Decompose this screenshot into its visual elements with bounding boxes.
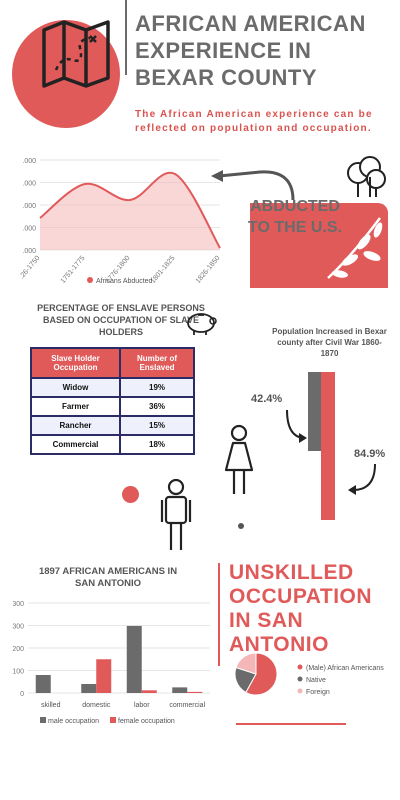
woman-icon — [224, 424, 254, 494]
legend-label: male occupation — [48, 718, 99, 725]
y-tick-label: .000 — [22, 248, 36, 255]
x-tick-label: .26-1750 — [18, 255, 41, 281]
y-tick-label: 300 — [12, 601, 24, 608]
occupation-bar-chart: 300 300 200 100 0 skilled domestic labor commerc… — [12, 601, 210, 725]
accent-line — [236, 723, 346, 725]
bar-1860 — [308, 372, 321, 451]
bar — [35, 675, 51, 693]
population-title: Population Increased in Bexar county aft… — [272, 327, 387, 358]
table-cell: Commercial — [29, 434, 122, 455]
branch-icon — [327, 217, 383, 279]
legend-label: female occupation — [118, 718, 175, 725]
pie-slice — [235, 652, 257, 675]
legend-label: Native — [306, 677, 326, 684]
accent-line — [218, 563, 220, 666]
legend-label: Foreign — [306, 689, 330, 696]
table-cell: 18% — [119, 434, 195, 455]
legend-swatch — [40, 717, 46, 723]
area-series-line — [39, 171, 221, 249]
population-bars — [308, 372, 335, 520]
table-row: Rancher 15% — [29, 415, 195, 436]
y-tick-label: .000 — [22, 203, 36, 210]
enslave-table: Slave Holder Occupation Number of Enslav… — [29, 347, 195, 455]
y-tick-label: .000 — [22, 158, 36, 165]
table-row: Farmer 36% — [29, 396, 195, 417]
table-header-cell: Number of Enslaved — [119, 347, 195, 379]
arrow-icon — [286, 409, 307, 443]
y-tick-label: 100 — [12, 669, 24, 676]
header-circle — [12, 20, 120, 128]
table-header-row: Slave Holder Occupation Number of Enslav… — [29, 347, 195, 379]
piggy-bank-icon — [187, 313, 217, 335]
x-tick-label: 1801-1825 — [150, 255, 177, 285]
y-tick-label: .000 — [22, 226, 36, 233]
decor-dot — [122, 486, 139, 503]
table-header-cell: Slave Holder Occupation — [29, 347, 122, 379]
bar — [141, 690, 157, 693]
table-cell: 19% — [119, 377, 195, 398]
decor-dot — [238, 523, 244, 529]
map-icon — [42, 20, 110, 88]
table-row: Widow 19% — [29, 377, 195, 398]
pie-slice — [245, 652, 278, 696]
page-title: AFRICAN AMERICAN EXPERIENCE IN BEXAR COU… — [135, 11, 366, 90]
area-fill — [40, 172, 220, 250]
legend-label: (Male) African Americans — [306, 665, 384, 672]
legend-swatch — [87, 277, 93, 283]
x-tick-label: domestic — [82, 702, 111, 709]
unskilled-title: UNSKILLED OCCUPATION IN SAN ANTONIO — [229, 561, 373, 656]
bar-chart-title: 1897 AFRICAN AMERICANS IN SAN ANTONIO — [38, 566, 178, 589]
header-divider — [125, 0, 127, 75]
y-tick-label: 0 — [20, 691, 24, 698]
table-cell: Rancher — [29, 415, 122, 436]
bar — [81, 684, 97, 693]
population-left-pct: 42.4% — [251, 393, 283, 405]
enslave-table-title: PERCENTAGE OF ENSLAVE PERSONS BASED ON O… — [37, 303, 205, 337]
x-tick-label: labor — [134, 702, 150, 709]
unskilled-pie-chart: (Male) African Americans Native Foreign — [234, 652, 384, 696]
bar — [187, 691, 203, 693]
legend-swatch — [110, 717, 116, 723]
legend-swatch — [297, 664, 303, 670]
y-tick-label: 200 — [12, 646, 24, 653]
curved-arrow-icon — [211, 170, 295, 201]
arrow-icon — [348, 463, 376, 495]
bar — [126, 625, 142, 693]
legend-label: Africans Abducted — [96, 278, 153, 285]
bar-1870 — [321, 372, 335, 520]
table-cell: 15% — [119, 415, 195, 436]
x-tick-label: commercial — [169, 702, 205, 709]
table-cell: 36% — [119, 396, 195, 417]
x-tick-label: 1826-1850 — [195, 255, 222, 285]
table-row: Commercial 18% — [29, 434, 195, 455]
abducted-label: ABDUCTED TO THE U.S. — [248, 198, 342, 236]
abducted-area-chart: .000.000.000.000.000.26-1750 1751-1775 177… — [18, 158, 222, 285]
trees-icon — [347, 156, 386, 197]
population-right-pct: 84.9% — [354, 448, 386, 460]
bar — [172, 687, 188, 693]
table-cell: Farmer — [29, 396, 122, 417]
legend-swatch — [297, 688, 303, 694]
x-tick-label: 1751-1775 — [60, 255, 87, 285]
page-subtitle: The African American experience can be r… — [135, 109, 373, 134]
x-tick-label: skilled — [41, 702, 61, 709]
y-tick-label: .000 — [22, 181, 36, 188]
table-cell: Widow — [29, 377, 122, 398]
legend-swatch — [297, 676, 303, 682]
bar — [96, 659, 112, 693]
man-icon — [160, 478, 192, 550]
y-tick-label: 300 — [12, 624, 24, 631]
